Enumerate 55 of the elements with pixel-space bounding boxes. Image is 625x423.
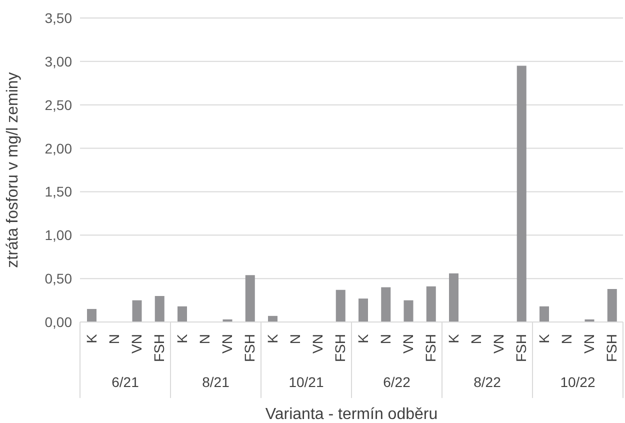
bar — [607, 288, 617, 322]
x-tick-label: FSH — [151, 334, 168, 362]
x-tick-label: VN — [219, 334, 236, 354]
bar — [178, 306, 188, 322]
text: 8/22 — [474, 374, 502, 390]
y-tick-label: 0,00 — [44, 314, 72, 330]
text: 10/22 — [560, 374, 596, 390]
y-axis-title: ztráta fosforu v mg/l zeminy — [4, 72, 22, 268]
x-tick-label: VN — [128, 334, 145, 354]
x-tick-label: FSH — [513, 334, 530, 362]
x-tick-label: FSH — [422, 334, 439, 362]
x-tick-label: N — [286, 334, 303, 344]
x-tick-label: N — [558, 334, 574, 344]
x-tick-label: K — [264, 333, 280, 344]
bar — [381, 287, 391, 322]
bar — [404, 300, 414, 322]
x-tick-label: N — [377, 334, 394, 344]
bar — [449, 273, 459, 322]
text: 10/21 — [288, 374, 324, 390]
x-tick-label: K — [354, 333, 371, 344]
x-axis-title: Varianta - termín odběru — [265, 406, 438, 423]
x-tick-label: VN — [400, 334, 416, 354]
x-tick-label: VN — [310, 334, 326, 354]
bar — [516, 66, 526, 322]
x-tick-label: N — [106, 334, 122, 344]
x-tick-label: FSH — [604, 334, 620, 362]
bar — [336, 290, 346, 322]
x-tick-label: FSH — [332, 334, 348, 362]
x-tick-label: K — [83, 333, 100, 344]
x-tick-label: VN — [581, 334, 598, 354]
y-tick-label: 1,00 — [44, 227, 72, 244]
x-tick-label: K — [445, 333, 462, 344]
bar — [540, 306, 550, 322]
text: 8/21 — [202, 374, 230, 390]
text: 6/22 — [383, 374, 411, 390]
x-tick-label: N — [468, 334, 484, 344]
x-tick-label: K — [174, 333, 190, 344]
bar — [358, 298, 368, 322]
bar — [268, 316, 278, 322]
y-tick-label: 0,50 — [44, 270, 72, 287]
y-tick-label: 3,50 — [44, 10, 72, 26]
x-tick-label: K — [536, 333, 552, 344]
y-tick-label: 3,00 — [44, 53, 72, 70]
x-tick-label: FSH — [242, 334, 258, 362]
text: 6/21 — [112, 374, 140, 390]
x-tick-label: N — [196, 334, 212, 344]
y-tick-label: 2,50 — [44, 96, 72, 113]
y-tick-label: 2,00 — [44, 140, 72, 156]
bar — [154, 296, 164, 322]
y-tick-label: 1,50 — [44, 184, 72, 200]
bar — [426, 286, 436, 322]
bar — [87, 308, 97, 322]
x-tick-label: VN — [490, 334, 507, 354]
bar — [132, 300, 142, 322]
bar — [245, 275, 255, 322]
